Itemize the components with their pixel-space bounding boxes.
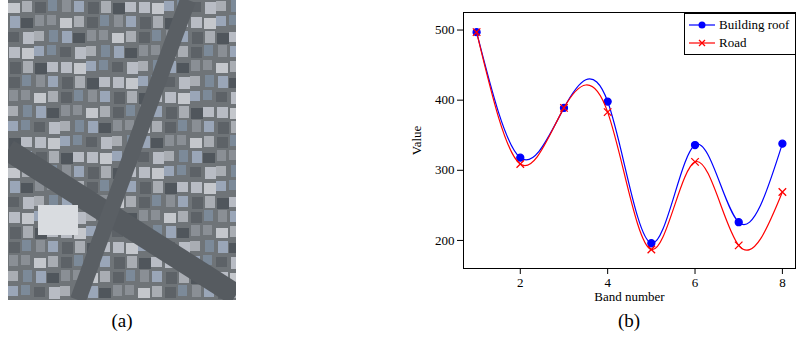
svg-text:Value: Value	[409, 125, 424, 155]
svg-text:400: 400	[435, 92, 455, 107]
svg-text:300: 300	[435, 162, 455, 177]
svg-text:4: 4	[604, 275, 611, 290]
html-text:(b): (b)	[617, 310, 641, 331]
svg-text:500: 500	[435, 22, 455, 37]
html-text:Building roof: Building roof	[719, 17, 790, 32]
svg-text:8: 8	[779, 275, 786, 290]
html-text:Road: Road	[719, 35, 747, 50]
svg-text:2: 2	[517, 275, 524, 290]
svg-text:200: 200	[435, 233, 455, 248]
svg-text:Band number: Band number	[594, 289, 665, 304]
html-text:(a): (a)	[111, 310, 133, 331]
svg-text:6: 6	[692, 275, 699, 290]
